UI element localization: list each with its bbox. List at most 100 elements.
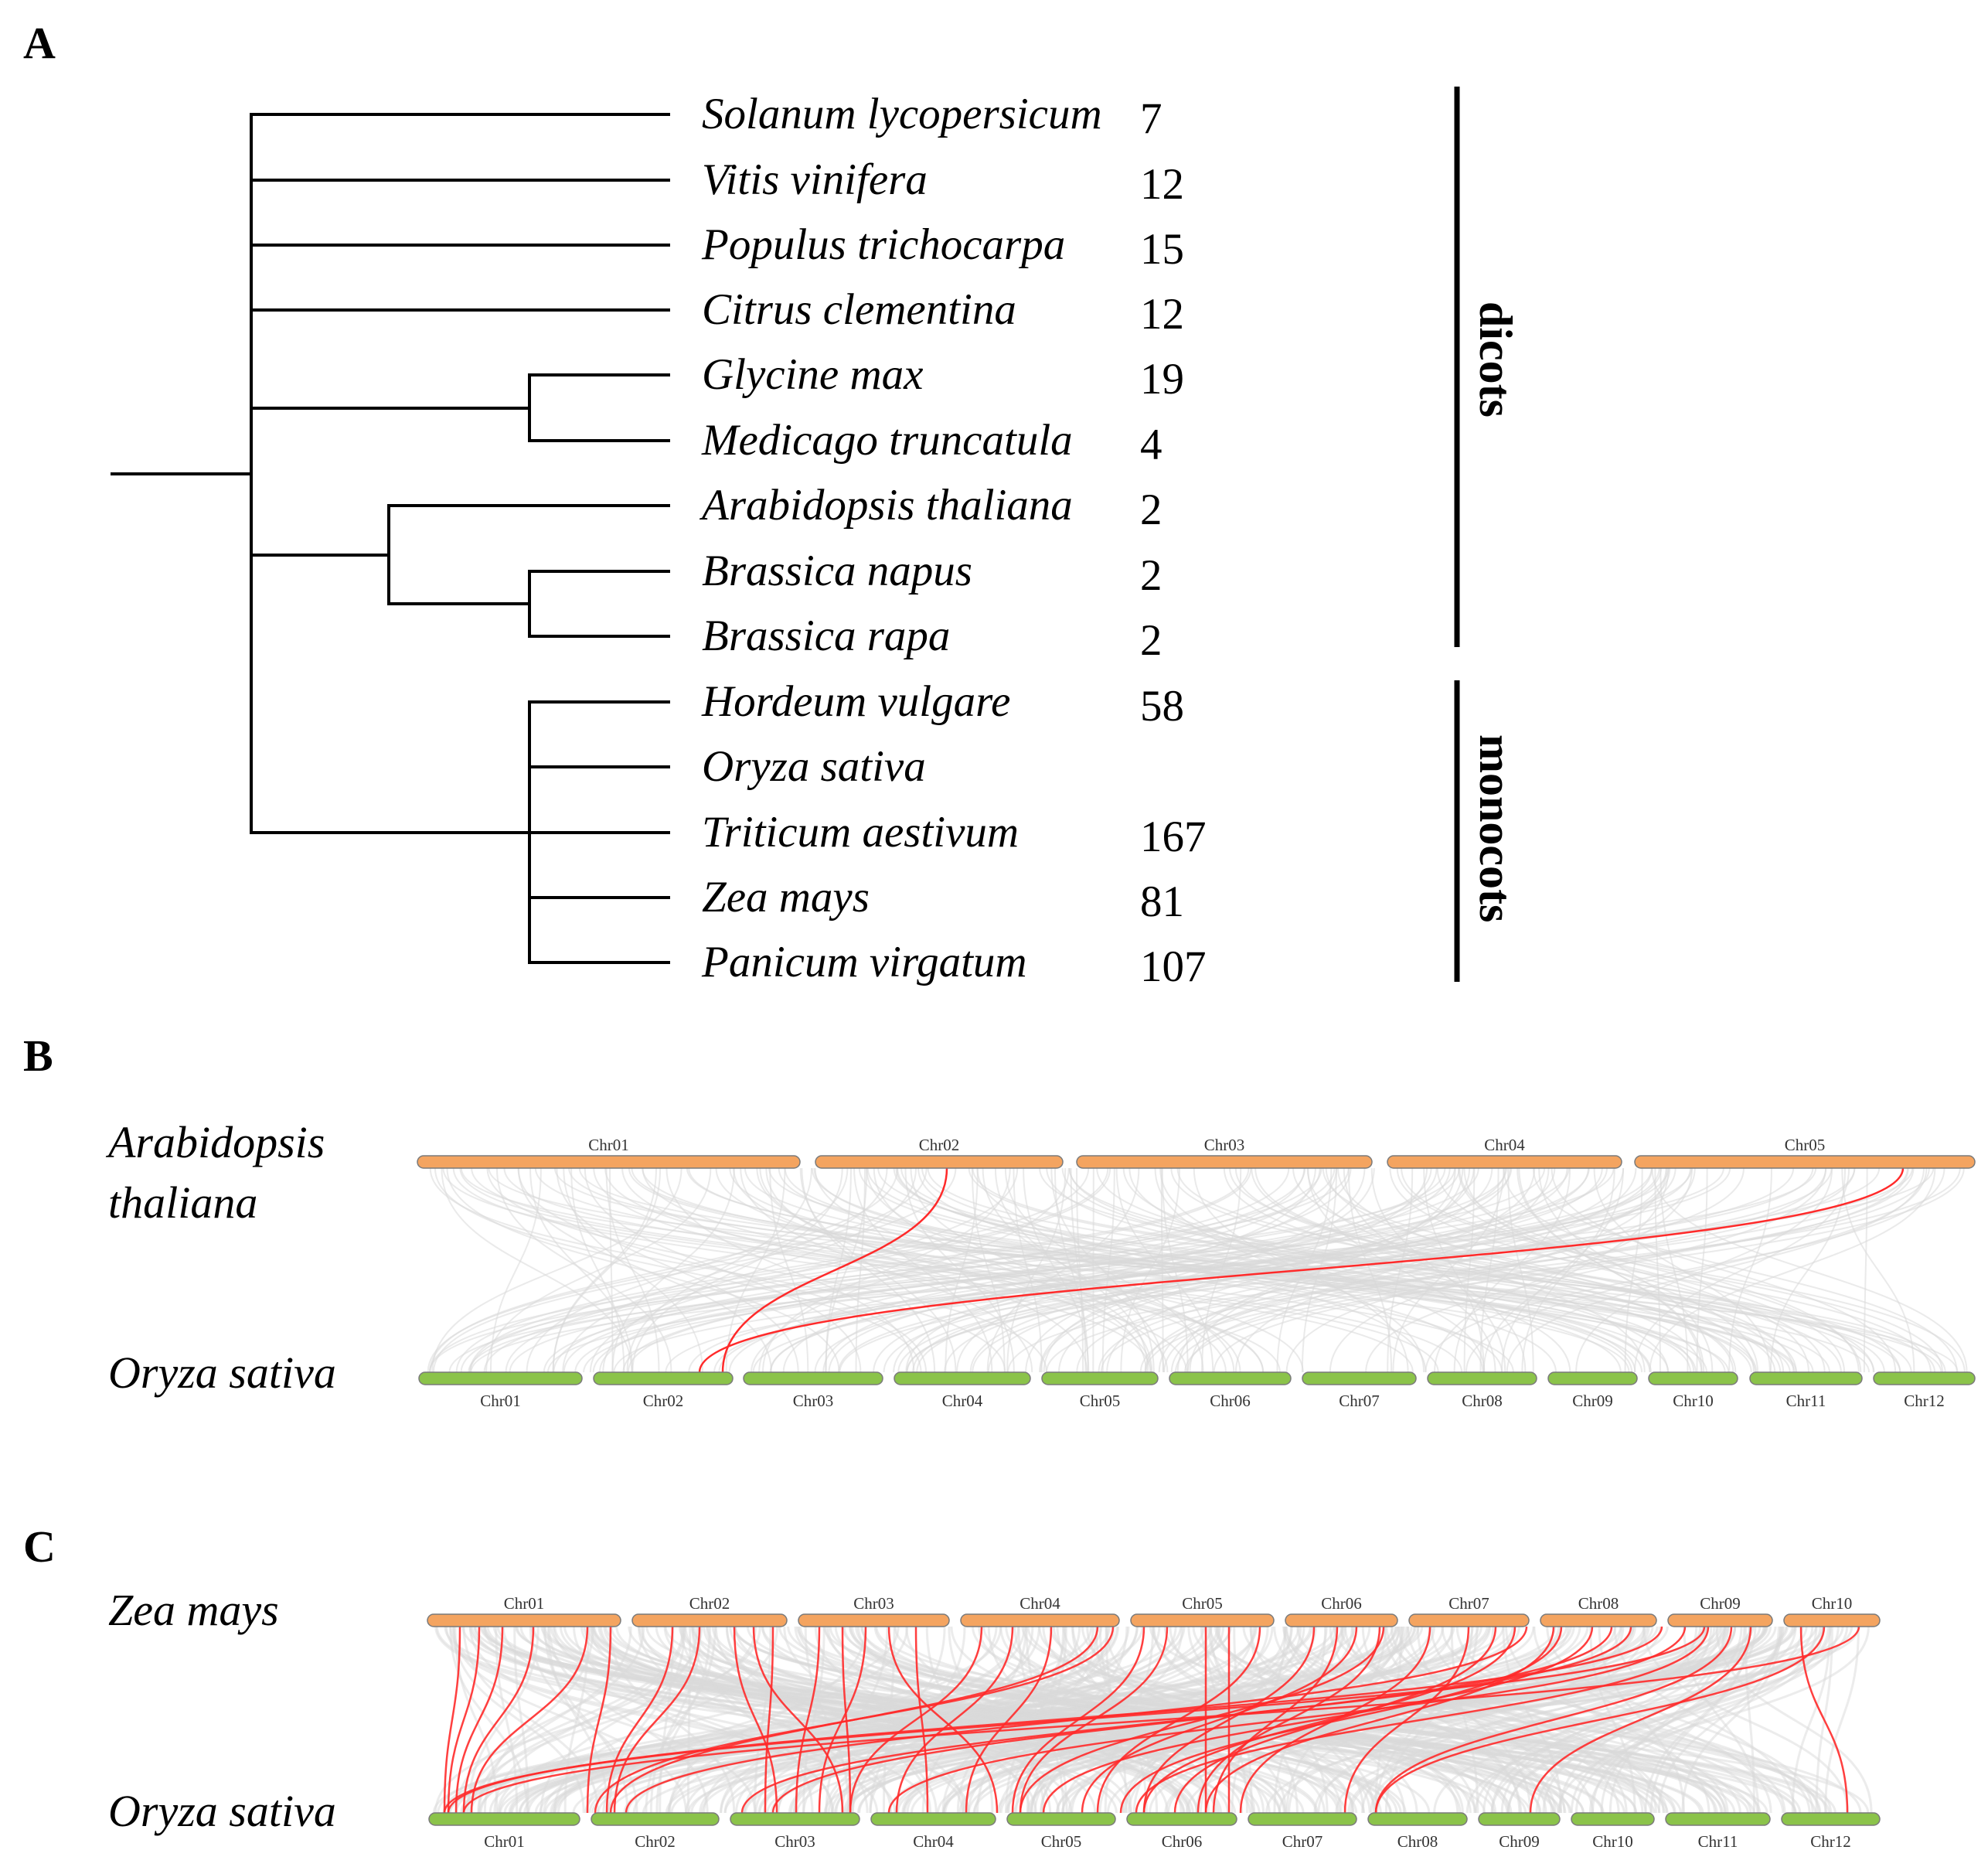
chromosome-bar xyxy=(1367,1812,1468,1826)
gene-count: 107 xyxy=(1140,942,1207,991)
synteny-link xyxy=(431,1167,683,1373)
synteny-link xyxy=(488,1167,1959,1373)
chromosome-bar xyxy=(1547,1371,1638,1385)
synteny-link xyxy=(1453,1167,1571,1373)
chromosome-bar xyxy=(1648,1371,1738,1385)
monocots-label: monocots xyxy=(1470,734,1521,922)
chromosome-bar xyxy=(960,1613,1120,1627)
gene-count: 2 xyxy=(1140,616,1163,665)
synteny-link xyxy=(1174,1167,1915,1373)
chromosome-label: Chr01 xyxy=(480,1392,521,1410)
synteny-link xyxy=(1301,1167,1338,1373)
synteny-link xyxy=(1229,1167,1874,1373)
gene-count: 2 xyxy=(1140,551,1163,600)
synteny-link xyxy=(441,1167,633,1373)
synteny-link xyxy=(1613,1626,1796,1814)
chromosome-label: Chr01 xyxy=(484,1832,525,1850)
synteny-link xyxy=(1306,1167,1646,1373)
chromosome-label: Chr09 xyxy=(1499,1832,1540,1850)
synteny-link xyxy=(495,1167,672,1373)
synteny-link xyxy=(866,1167,1235,1373)
synteny-link xyxy=(1507,1167,1534,1373)
synteny-link xyxy=(851,1626,1081,1814)
chromosome-bar xyxy=(1427,1371,1537,1385)
synteny-link xyxy=(1374,1626,1826,1814)
synteny-link xyxy=(449,1626,529,1814)
synteny-link xyxy=(956,1167,1316,1373)
synteny-link xyxy=(1189,1167,1456,1373)
synteny-link xyxy=(428,1167,1250,1373)
species-name: Vitis vinifera xyxy=(702,155,928,204)
chromosome-label: Chr07 xyxy=(1448,1594,1489,1613)
synteny-link xyxy=(477,1626,632,1814)
synteny-link xyxy=(470,1626,589,1814)
chromosome-label: Chr07 xyxy=(1282,1832,1323,1850)
synteny-link xyxy=(828,1167,1432,1373)
synteny-link xyxy=(469,1167,1252,1373)
synteny-link xyxy=(1529,1626,1752,1814)
synteny-link xyxy=(1533,1626,1772,1814)
synteny-link xyxy=(818,1626,867,1814)
panel-b-bottom-genome: Oryza sativa xyxy=(108,1347,336,1398)
gene-count: 19 xyxy=(1140,355,1184,404)
chromosome-bar xyxy=(894,1371,1031,1385)
synteny-link xyxy=(1532,1167,1958,1373)
synteny-link xyxy=(1436,1167,1846,1373)
synteny-link xyxy=(663,1626,1097,1814)
panel-c-bottom-genome: Oryza sativa xyxy=(108,1786,336,1836)
chromosome-label: Chr03 xyxy=(853,1594,894,1613)
synteny-link xyxy=(462,1626,535,1814)
synteny-link xyxy=(1660,1167,1689,1373)
chromosome-bar xyxy=(815,1155,1064,1169)
synteny-link xyxy=(740,1626,1632,1814)
synteny-link xyxy=(968,1167,1912,1373)
chromosome-label: Chr02 xyxy=(643,1392,684,1410)
chromosome-bar xyxy=(1781,1812,1881,1826)
synteny-link xyxy=(691,1626,1037,1814)
synteny-link xyxy=(548,1626,709,1814)
synteny-link xyxy=(509,1167,1546,1373)
chromosome-bar xyxy=(1041,1371,1159,1385)
chromosome-bar xyxy=(1749,1371,1863,1385)
panel-a-label: A xyxy=(23,18,56,68)
synteny-link xyxy=(1201,1167,1242,1373)
synteny-link xyxy=(1696,1167,1708,1373)
panel-b-label: B xyxy=(23,1031,53,1081)
species-name: Hordeum vulgare xyxy=(701,677,1010,726)
synteny-link xyxy=(1506,1626,1840,1814)
synteny-link xyxy=(1068,1167,1782,1373)
gene-count: 7 xyxy=(1140,94,1163,143)
species-name: Brassica rapa xyxy=(702,612,950,660)
synteny-link xyxy=(505,1167,1111,1373)
synteny-link xyxy=(1824,1626,1860,1814)
synteny-link xyxy=(887,1626,1687,1814)
chromosome-label: Chr04 xyxy=(1484,1136,1525,1154)
synteny-link xyxy=(1503,1167,1860,1373)
chromosome-label: Chr05 xyxy=(1785,1136,1826,1154)
chromosome-bar xyxy=(631,1613,788,1627)
panel-c-synteny-links xyxy=(432,1626,1873,1814)
synteny-link xyxy=(1214,1626,1727,1814)
synteny-link xyxy=(887,1626,999,1814)
chromosome-label: Chr06 xyxy=(1210,1392,1251,1410)
chromosome-bar xyxy=(730,1812,860,1826)
chromosome-bar xyxy=(591,1812,720,1826)
panel-c-label: C xyxy=(23,1521,56,1572)
synteny-link xyxy=(478,1626,703,1814)
chromosome-label: Chr05 xyxy=(1080,1392,1121,1410)
synteny-link xyxy=(1142,1626,1316,1814)
synteny-link xyxy=(563,1167,703,1373)
synteny-link xyxy=(649,1626,702,1814)
chromosome-bar xyxy=(1126,1812,1237,1826)
chromosome-label: Chr02 xyxy=(689,1594,730,1613)
synteny-link xyxy=(562,1167,888,1373)
synteny-link xyxy=(454,1626,504,1814)
species-name: Arabidopsis thaliana xyxy=(699,481,1073,530)
synteny-link xyxy=(1502,1626,1563,1814)
synteny-link xyxy=(495,1626,519,1814)
gene-count: 81 xyxy=(1140,877,1184,926)
chromosome-label: Chr02 xyxy=(919,1136,960,1154)
synteny-link xyxy=(594,1626,1115,1814)
synteny-link xyxy=(468,1167,1109,1373)
species-list: Solanum lycopersicum 7 Vitis vinifera 12 Pop… xyxy=(699,90,1207,991)
